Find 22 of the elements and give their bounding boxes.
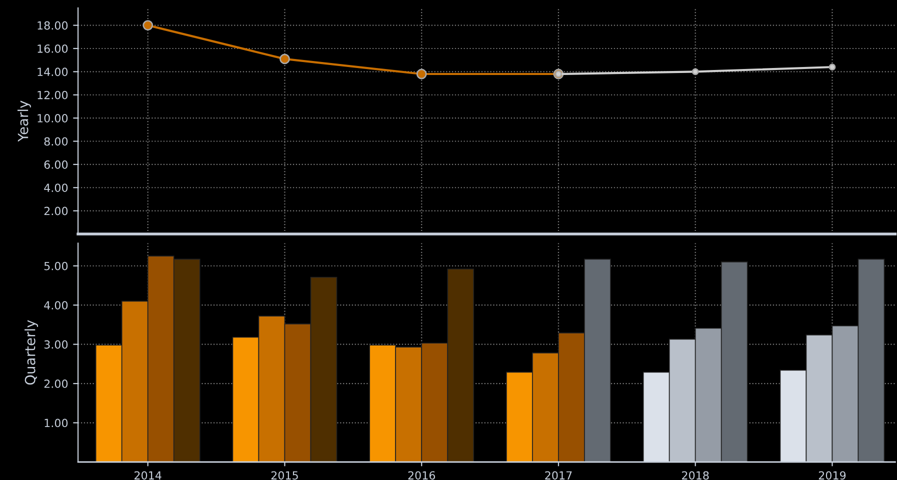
x-tick-label: 2014 bbox=[134, 471, 162, 480]
y-tick-label: 4.00 bbox=[44, 184, 68, 192]
y-tick-label: 8.00 bbox=[44, 137, 68, 146]
x-tick-label: 2018 bbox=[682, 471, 709, 480]
y-tick-label: 6.00 bbox=[44, 160, 68, 169]
y-tick-label: 1.00 bbox=[44, 418, 68, 428]
y-tick-label: 18.00 bbox=[38, 21, 68, 30]
y-tick-label: 2.00 bbox=[44, 206, 68, 216]
x-tick-label: 2015 bbox=[271, 471, 298, 480]
y-axis-title: Quarterly bbox=[24, 320, 38, 385]
x-tick-label: 2016 bbox=[408, 471, 436, 480]
x-tick-label: 2017 bbox=[545, 471, 572, 480]
y-tick-label: 2.00 bbox=[44, 380, 68, 388]
y-tick-label: 10.00 bbox=[38, 114, 68, 122]
y-tick-label: 3.00 bbox=[44, 340, 68, 349]
y-tick-label: 16.00 bbox=[38, 44, 68, 53]
y-tick-label: 5.00 bbox=[44, 262, 68, 270]
y-tick-label: 14.00 bbox=[38, 68, 68, 76]
y-tick-label: 12.00 bbox=[38, 90, 68, 100]
x-tick-label: 2019 bbox=[818, 471, 846, 480]
y-axis-title: Yearly bbox=[18, 100, 31, 142]
y-tick-label: 4.00 bbox=[44, 301, 68, 310]
